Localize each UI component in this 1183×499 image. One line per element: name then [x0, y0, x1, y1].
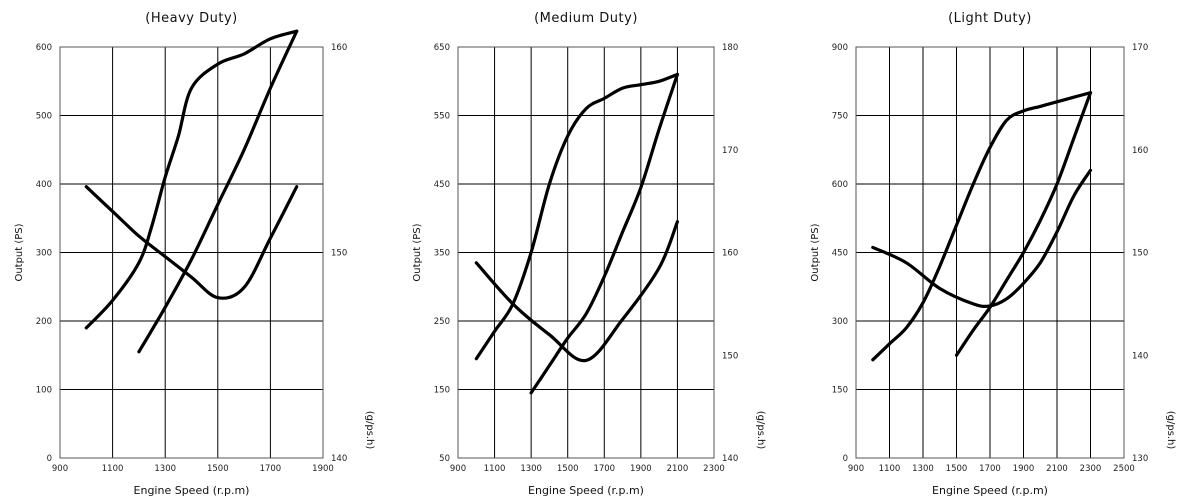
output-curve-right — [529, 72, 679, 395]
y2-tick-label: 150 — [722, 351, 738, 361]
x-tick-label: 1700 — [979, 464, 1001, 474]
x-tick-label: 1900 — [630, 464, 652, 474]
x-tick-label: 1300 — [520, 464, 542, 474]
y-axis-label: Output (PS) — [412, 223, 423, 281]
output-curve-right — [137, 29, 299, 354]
y-tick-label: 450 — [832, 249, 848, 259]
y-tick-label: 650 — [434, 43, 450, 53]
y-tick-label: 600 — [832, 180, 848, 190]
y2-axis-label: (g/ps.h) — [1165, 411, 1176, 450]
chart-title: (Light Duty) — [948, 11, 1032, 26]
x-tick-label: 2100 — [1046, 464, 1068, 474]
y-tick-label: 0 — [47, 454, 52, 464]
x-tick-label: 1900 — [312, 464, 334, 474]
chart-title: (Heavy Duty) — [145, 11, 237, 26]
y2-axis-label: (g/ps.h) — [755, 411, 766, 450]
x-tick-label: 1100 — [102, 464, 124, 474]
y-tick-label: 150 — [832, 386, 848, 396]
plot-frame — [855, 46, 1125, 459]
output-curve-right — [954, 91, 1093, 357]
x-tick-label: 2100 — [667, 464, 689, 474]
x-tick-label: 900 — [52, 464, 68, 474]
chart-panel-3: 900 1100 1300 1500 1700 1900 2100 2300 2500 0 150 3… — [810, 11, 1176, 497]
chart-panel-1: 900 1100 1300 1500 1700 1900 0 100 200 300 400 500 6… — [14, 11, 375, 497]
y-tick-label: 300 — [36, 249, 52, 259]
y-tick-label: 450 — [434, 180, 450, 190]
x-tick-label: 1500 — [207, 464, 229, 474]
x-tick-label: 1100 — [484, 464, 506, 474]
y2-tick-label: 140 — [1132, 351, 1148, 361]
x-axis-label: Engine Speed (r.p.m) — [932, 484, 1048, 497]
output-curve-left — [474, 72, 679, 361]
y2-tick-label: 150 — [1132, 249, 1148, 259]
fuel-consumption-curve — [474, 220, 679, 363]
y2-axis-label: (g/ps.h) — [364, 411, 375, 450]
plot-frame — [59, 46, 324, 459]
x-tick-label: 2300 — [1080, 464, 1102, 474]
chart-panel-2: 900 1100 1300 1500 1700 1900 2100 2300 50 150 250 3… — [412, 11, 766, 497]
x-tick-label: 1500 — [557, 464, 579, 474]
y-axis-label: Output (PS) — [810, 223, 821, 281]
x-tick-label: 1100 — [879, 464, 901, 474]
x-tick-label: 900 — [450, 464, 466, 474]
x-tick-label: 900 — [848, 464, 864, 474]
x-tick-label: 2300 — [703, 464, 725, 474]
y-tick-label: 100 — [36, 386, 52, 396]
plot-frame — [457, 46, 715, 459]
y-tick-label: 750 — [832, 112, 848, 122]
y-tick-label: 200 — [36, 317, 52, 327]
y-tick-label: 0 — [843, 454, 848, 464]
x-axis-label: Engine Speed (r.p.m) — [134, 484, 250, 497]
y-tick-label: 350 — [434, 249, 450, 259]
y2-tick-label: 170 — [1132, 43, 1148, 53]
y-tick-label: 600 — [36, 43, 52, 53]
y2-tick-label: 140 — [331, 454, 347, 464]
y-tick-label: 900 — [832, 43, 848, 53]
y2-tick-label: 160 — [722, 249, 738, 259]
x-tick-label: 1300 — [912, 464, 934, 474]
x-axis-label: Engine Speed (r.p.m) — [528, 484, 644, 497]
y2-tick-label: 170 — [722, 146, 738, 156]
x-tick-label: 1700 — [593, 464, 615, 474]
chart-title: (Medium Duty) — [534, 11, 638, 26]
y-tick-label: 550 — [434, 112, 450, 122]
y-tick-label: 250 — [434, 317, 450, 327]
y2-tick-label: 160 — [331, 43, 347, 53]
fuel-consumption-curve — [871, 168, 1093, 309]
y2-tick-label: 140 — [722, 454, 738, 464]
y-tick-label: 400 — [36, 180, 52, 190]
y-tick-label: 50 — [439, 454, 450, 464]
y2-tick-label: 130 — [1132, 454, 1148, 464]
y2-tick-label: 160 — [1132, 146, 1148, 156]
output-curve-left — [84, 29, 299, 330]
x-tick-label: 1500 — [946, 464, 968, 474]
y-axis-label: Output (PS) — [14, 223, 25, 281]
output-curve-left — [871, 91, 1093, 362]
fuel-consumption-curve — [84, 185, 299, 300]
y-tick-label: 150 — [434, 386, 450, 396]
x-tick-label: 1900 — [1013, 464, 1035, 474]
x-tick-label: 2500 — [1113, 464, 1135, 474]
x-tick-label: 1300 — [154, 464, 176, 474]
y-tick-label: 500 — [36, 112, 52, 122]
y2-tick-label: 180 — [722, 43, 738, 53]
y2-tick-label: 150 — [331, 249, 347, 259]
y-tick-label: 300 — [832, 317, 848, 327]
x-tick-label: 1700 — [260, 464, 282, 474]
